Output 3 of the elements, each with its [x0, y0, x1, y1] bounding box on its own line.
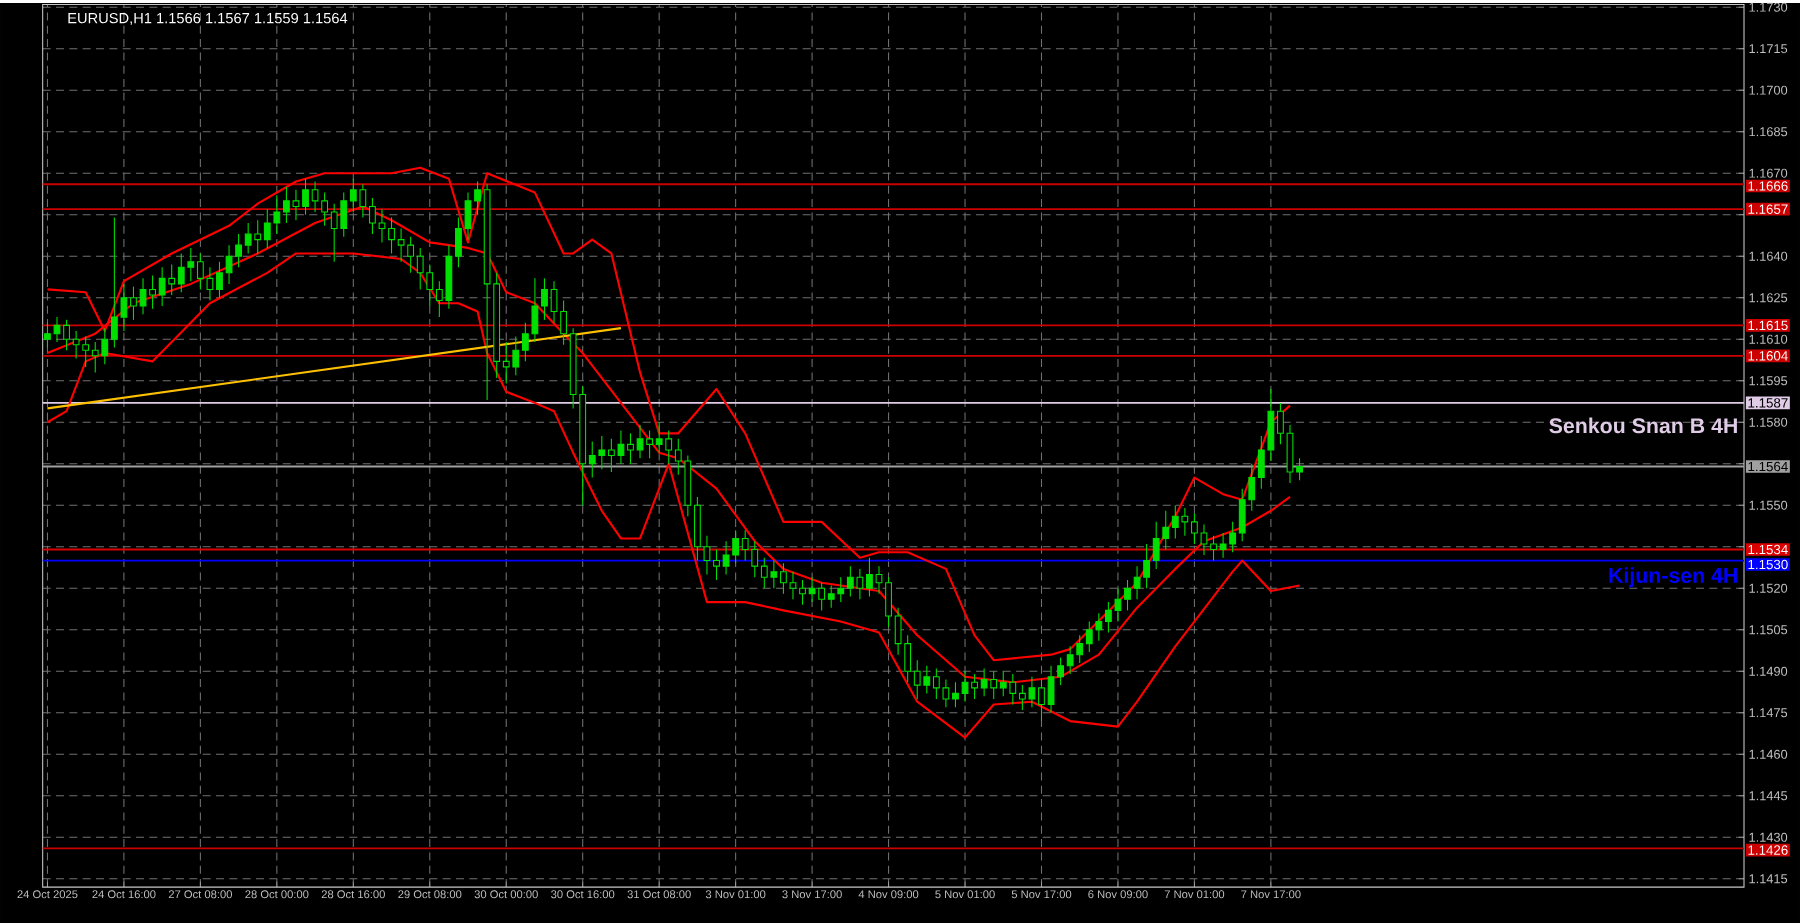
annotation: Senkou Snan B 4H: [1549, 418, 1737, 434]
annotation: Kijun-sen 4H: [1609, 567, 1737, 588]
line-series: [46, 252, 1301, 740]
